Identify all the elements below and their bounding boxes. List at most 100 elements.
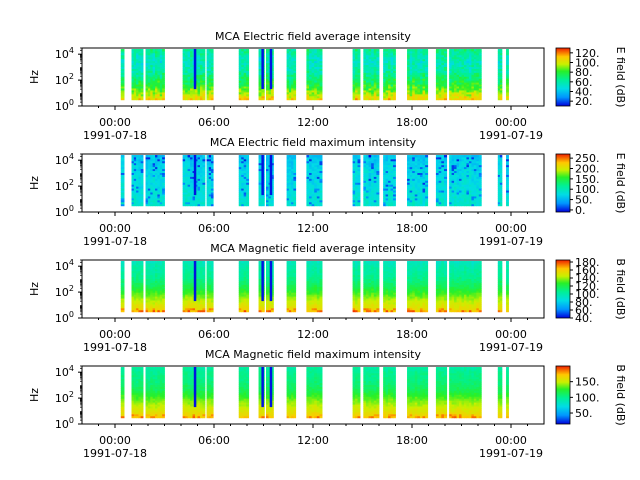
spectrogram-cell [365, 66, 369, 69]
spectrogram-cell [145, 274, 149, 278]
spectrogram-cell [449, 62, 452, 66]
spectrogram-cell [473, 93, 477, 97]
spectrogram-cell [210, 50, 214, 54]
spectrogram-cell [133, 86, 137, 89]
spectrogram-cell [293, 68, 297, 71]
spectrogram-cell [120, 60, 125, 64]
spectrogram-cell [461, 170, 465, 173]
spectrogram-cell [466, 92, 470, 95]
spectrogram-cell [463, 203, 467, 207]
spectrogram-cell [412, 194, 416, 197]
spectrogram-cell [145, 272, 149, 276]
spectrogram-cell [190, 201, 193, 205]
spectrogram-cell [311, 95, 315, 99]
colorbar-tick-label: 200. [575, 163, 600, 176]
spectrogram-cell [506, 50, 509, 54]
spectrogram-cell [468, 97, 472, 101]
spectrogram-cell [383, 84, 387, 87]
spectrogram-cell [319, 68, 323, 71]
spectrogram-cell [238, 168, 242, 172]
spectrogram-cell [268, 90, 272, 93]
colorbar-gradient [555, 153, 571, 213]
spectrogram-cell [388, 170, 391, 173]
spectrogram-cell [412, 160, 416, 164]
spectrogram-cell [463, 49, 467, 52]
spectrogram-cell [355, 180, 358, 183]
spectrogram-cell [451, 92, 455, 95]
spectrogram-cell [136, 304, 139, 307]
spectrogram-cell [197, 62, 201, 66]
spectrogram-cell [376, 60, 380, 64]
spectrogram-cell [258, 62, 262, 66]
spectrogram-cell [499, 194, 503, 197]
spectrogram-cell [451, 194, 455, 197]
spectrogram-cell [357, 188, 361, 191]
spectrogram-cell [133, 78, 137, 81]
spectrogram-cell [363, 78, 367, 81]
spectrogram-cell [438, 162, 442, 166]
spectrogram-cell [286, 158, 290, 162]
spectrogram-cell [152, 49, 156, 52]
spectrogram-cell [309, 90, 313, 93]
spectrogram-cell [390, 58, 394, 62]
spectrogram-cell [206, 60, 210, 64]
spectrogram-cell [270, 164, 274, 168]
spectrogram-cell [147, 82, 151, 85]
spectrogram-cell [265, 56, 269, 60]
spectrogram-cell [385, 186, 389, 189]
spectrogram-cell [409, 74, 413, 77]
spectrogram-cell [478, 82, 482, 85]
spectrogram-cell [385, 203, 389, 207]
spectrogram-cell [376, 160, 380, 164]
spectrogram-cell [435, 70, 439, 73]
spectrogram-cell [456, 155, 460, 158]
spectrogram-cell [376, 168, 380, 172]
spectrogram-cell [210, 72, 214, 75]
spectrogram-cell [120, 284, 125, 287]
spectrogram-cell [208, 164, 212, 168]
spectrogram-cell [441, 174, 445, 177]
spectrogram-cell [162, 50, 165, 54]
spectrogram-cell [456, 162, 460, 166]
spectrogram-cell [306, 199, 310, 203]
spectrogram-cell [454, 194, 457, 197]
spectrogram-cell [451, 170, 455, 173]
spectrogram-cell [288, 166, 292, 170]
spectrogram-cell [497, 86, 501, 89]
spectrogram-cell [435, 62, 439, 66]
spectrogram-cell [162, 192, 165, 195]
spectrogram-cell [199, 170, 203, 173]
spectrogram-cell [293, 90, 297, 93]
spectrogram-cell [202, 49, 206, 52]
spectrogram-cell [441, 176, 445, 179]
spectrogram-cell [199, 155, 203, 158]
spectrogram-cell [131, 186, 135, 189]
spectrogram-cell [466, 168, 470, 172]
spectrogram-cell [243, 62, 247, 66]
spectrogram-cell [355, 52, 358, 56]
spectrogram-cell [473, 158, 477, 162]
spectrogram-cell [138, 296, 142, 299]
spectrogram-cell [162, 49, 165, 52]
spectrogram-cell [311, 49, 315, 52]
spectrogram-cell [309, 86, 313, 89]
spectrogram-cell [187, 54, 191, 58]
spectrogram-cell [478, 190, 482, 193]
spectrogram-cell [268, 92, 272, 95]
spectrogram-cell [162, 162, 165, 166]
spectrogram-cell [499, 88, 503, 91]
spectrogram-cell [238, 88, 242, 91]
spectrogram-cell [352, 72, 356, 75]
spectrogram-cell [241, 166, 245, 170]
spectrogram-cell [145, 156, 149, 160]
spectrogram-cell [187, 158, 191, 162]
spectrogram-cell [438, 70, 442, 73]
spectrogram-cell [422, 201, 426, 205]
spectrogram-cell [311, 54, 315, 58]
spectrogram-cell [185, 90, 188, 93]
spectrogram-cell [449, 70, 452, 73]
spectrogram-cell [456, 82, 460, 85]
spectrogram-cell [238, 194, 242, 197]
spectrogram-cell [414, 166, 418, 170]
spectrogram-cell [471, 180, 475, 183]
